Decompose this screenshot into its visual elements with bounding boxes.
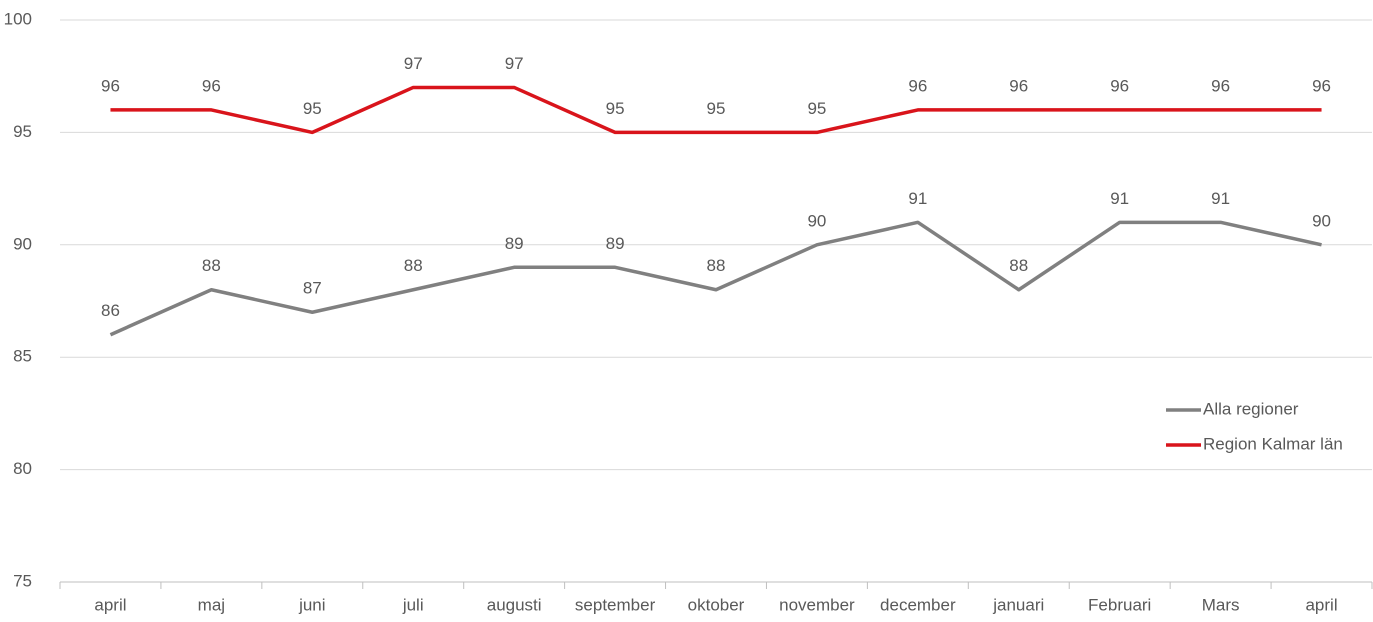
x-tick-label: september [575, 595, 656, 614]
data-label: 96 [202, 76, 221, 95]
data-label: 97 [404, 54, 423, 73]
data-label: 96 [908, 76, 927, 95]
data-label: 96 [1312, 76, 1331, 95]
data-label: 86 [101, 301, 120, 320]
data-label: 95 [807, 99, 826, 118]
series-line [110, 85, 1322, 135]
x-tick-label: Mars [1202, 595, 1240, 614]
data-label: 96 [101, 76, 120, 95]
data-label: 95 [303, 99, 322, 118]
data-label: 87 [303, 279, 322, 298]
x-tick-label: april [94, 595, 126, 614]
y-tick-label: 80 [13, 459, 32, 478]
x-tick-label: november [779, 595, 855, 614]
data-label: 96 [1009, 76, 1028, 95]
data-label: 91 [1110, 189, 1129, 208]
data-label: 95 [707, 99, 726, 118]
y-tick-label: 85 [13, 347, 32, 366]
data-label: 90 [807, 211, 826, 230]
x-tick-label: april [1305, 595, 1337, 614]
x-tick-label: Februari [1088, 595, 1151, 614]
legend-label: Region Kalmar län [1203, 434, 1343, 453]
y-tick-label: 90 [13, 234, 32, 253]
x-tick-label: augusti [487, 595, 542, 614]
data-label: 91 [908, 189, 927, 208]
data-label: 96 [1211, 76, 1230, 95]
x-tick-label: juli [402, 595, 424, 614]
series-line [109, 220, 1322, 337]
x-tick-label: januari [992, 595, 1044, 614]
data-label: 91 [1211, 189, 1230, 208]
data-label: 88 [707, 256, 726, 275]
y-tick-label: 100 [4, 9, 32, 28]
data-label: 89 [606, 234, 625, 253]
data-label: 95 [606, 99, 625, 118]
data-label: 88 [1009, 256, 1028, 275]
data-label: 90 [1312, 211, 1331, 230]
x-tick-label: maj [198, 595, 225, 614]
x-tick-label: juni [298, 595, 325, 614]
data-label: 89 [505, 234, 524, 253]
x-tick-label: oktober [688, 595, 745, 614]
data-label: 88 [404, 256, 423, 275]
data-label: 96 [1110, 76, 1129, 95]
data-label: 97 [505, 54, 524, 73]
x-tick-label: december [880, 595, 956, 614]
y-tick-label: 75 [13, 571, 32, 590]
y-tick-label: 95 [13, 122, 32, 141]
legend-label: Alla regioner [1203, 399, 1299, 418]
data-label: 88 [202, 256, 221, 275]
